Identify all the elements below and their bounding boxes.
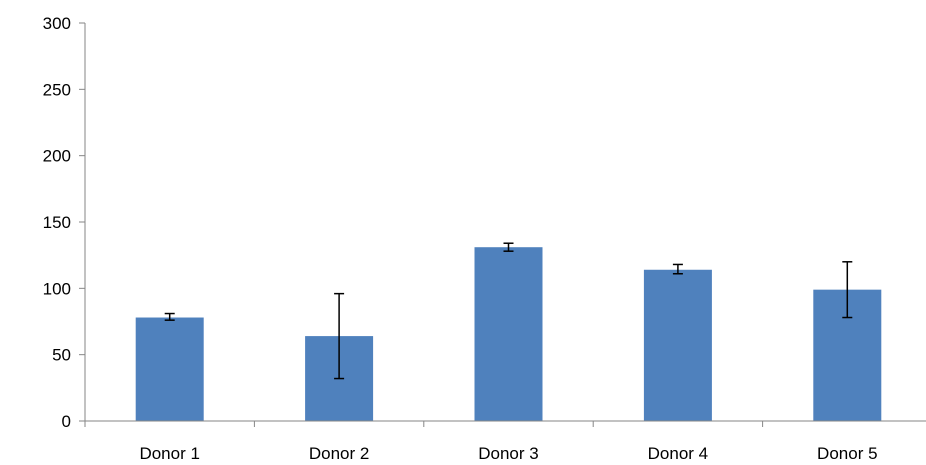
y-axis: 0 50 100 150 200 250 300 <box>43 14 86 431</box>
y-tick-label: 150 <box>43 213 71 232</box>
x-tick-label: Donor 5 <box>817 444 877 463</box>
y-tick-label: 250 <box>43 80 71 99</box>
x-tick-label: Donor 1 <box>139 444 199 463</box>
y-tick-label: 0 <box>62 412 71 431</box>
y-tick-label: 200 <box>43 147 71 166</box>
x-axis: Donor 1 Donor 2 Donor 3 Donor 4 Donor 5 <box>84 420 926 463</box>
x-tick-label: Donor 2 <box>309 444 369 463</box>
y-tick-label: 300 <box>43 14 71 33</box>
x-tick-label: Donor 4 <box>648 444 708 463</box>
bar <box>135 317 204 421</box>
error-bars <box>164 242 853 380</box>
bars <box>135 247 882 421</box>
y-tick-label: 50 <box>52 346 71 365</box>
bar <box>474 247 543 421</box>
y-tick-label: 100 <box>43 279 71 298</box>
x-tick-label: Donor 3 <box>478 444 538 463</box>
bar <box>643 269 712 421</box>
